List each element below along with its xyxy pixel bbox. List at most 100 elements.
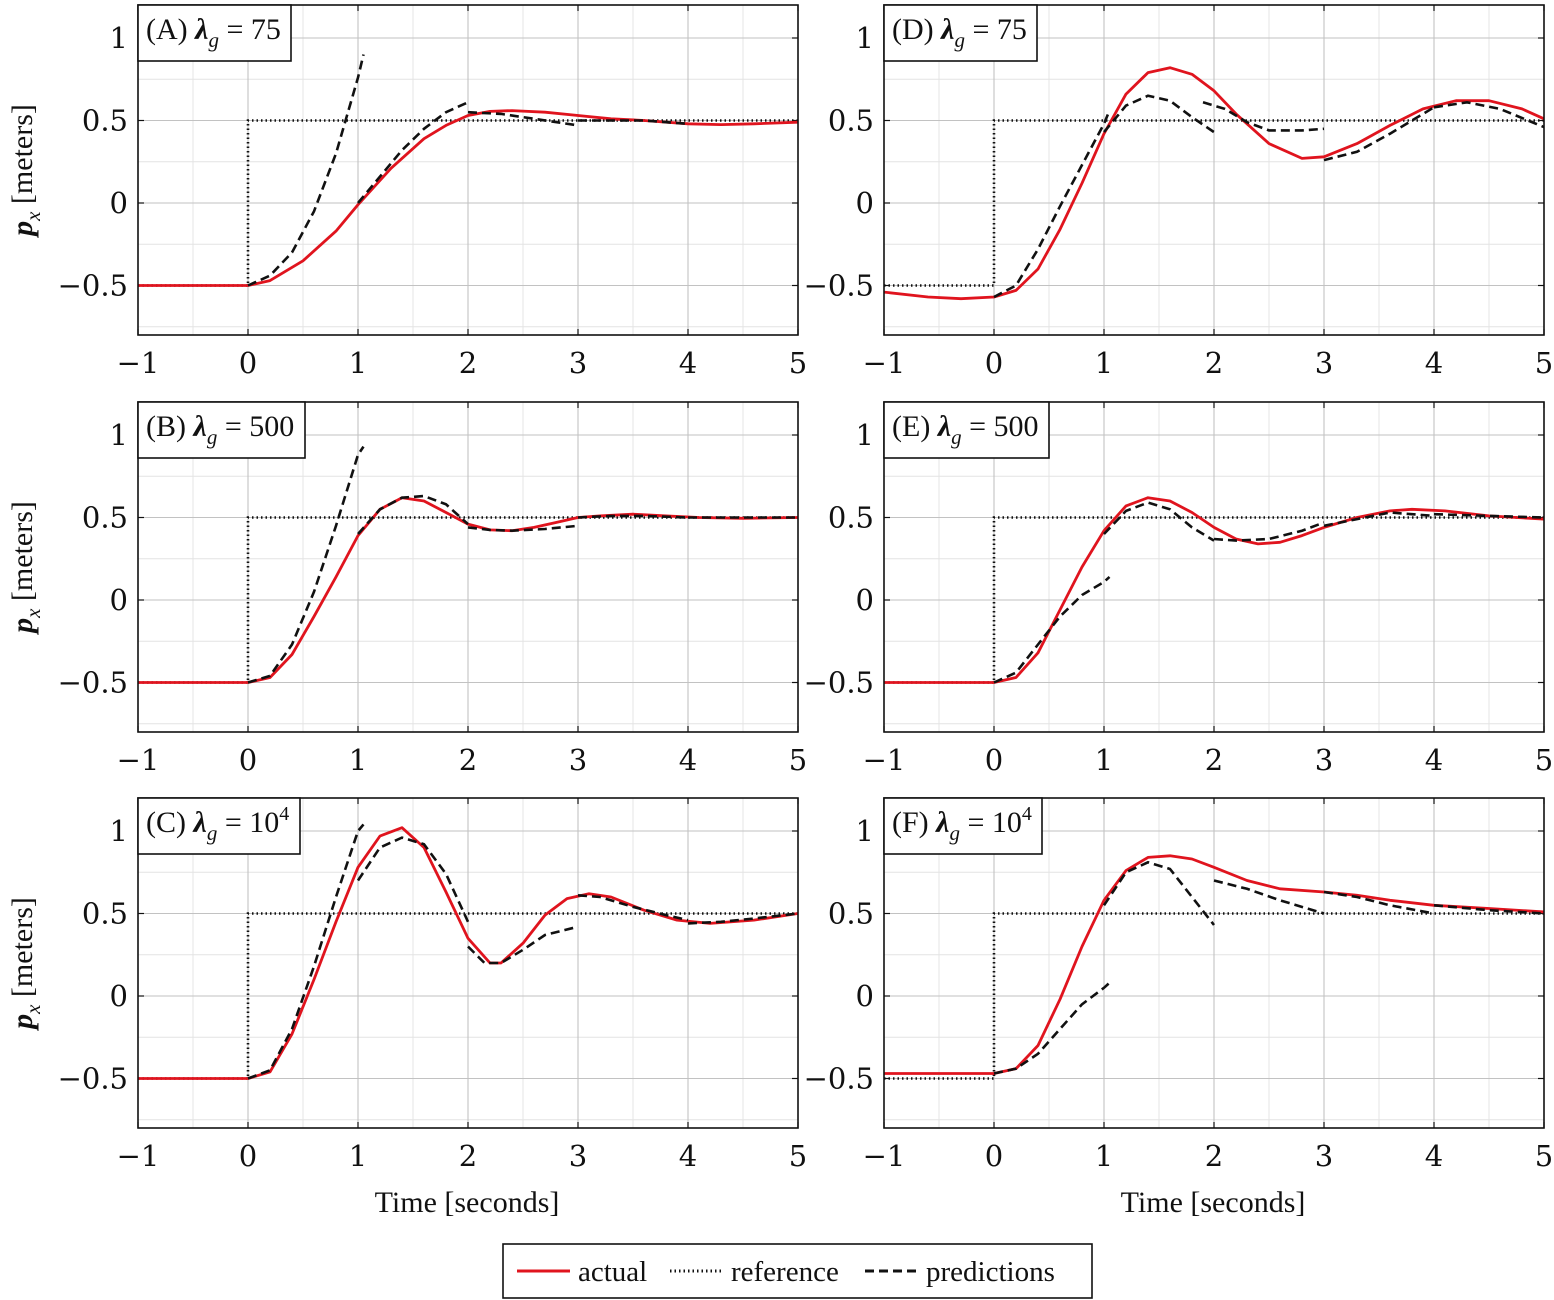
x-tick-label: −1 [117,1139,160,1173]
panel-label: (D) λg = 75 [883,4,1038,62]
x-tick-label: 5 [1535,346,1553,380]
y-tick-label: 0.5 [828,501,874,535]
y-axis-label: px [meters] [6,897,45,1032]
prediction-line-5 [1433,100,1544,129]
legend-predictions-label: predictions [926,1256,1055,1288]
y-tick-label: 0 [110,583,128,617]
x-tick-label: 0 [985,1139,1003,1173]
lambda-symbol: λ [934,806,949,839]
prediction-line-3 [1213,521,1325,542]
x-tick-label: 3 [1315,1139,1333,1173]
plot-frame [883,4,1545,336]
y-axis-label: px [meters] [6,104,45,239]
y-tick-label: 0.5 [828,897,874,931]
lambda-symbol: λ [936,410,951,443]
legend: actual reference predictions [502,1243,1093,1299]
panel-label-text: (F) λg = 104 [892,803,1032,845]
prediction-line-4 [1323,511,1435,528]
x-tick-label: 2 [1205,346,1223,380]
legend-reference-label: reference [731,1256,839,1288]
prediction-line-2 [357,101,469,204]
y-tick-label: 0 [110,979,128,1013]
y-axis-label-main: p [6,1014,39,1032]
x-tick-label: −1 [863,743,906,777]
prediction-line-2 [356,836,470,923]
y-axis-label-unit: [meters] [6,897,39,1004]
panel-label: (F) λg = 104 [883,797,1043,855]
prediction-line-4 [578,119,689,126]
prediction-line-5 [1433,904,1544,915]
panel-label-prefix: (C) [146,806,194,839]
lambda-exponent: 4 [279,803,289,825]
lambda-exponent: 4 [1022,803,1032,825]
x-tick-label: 5 [1535,1139,1553,1173]
x-tick-label: 1 [1095,743,1113,777]
lambda-symbol: λ [939,13,954,46]
reference-line [884,912,1544,1080]
x-tick-label: −1 [117,743,160,777]
lambda-value: = 500 [217,410,294,443]
y-axis-label-sub: x [21,211,45,222]
prediction-line-1 [247,823,365,1080]
panel-b: −1 0 1 2 3 4 5 −0.5 0 0.5 1 (B) λg = 500 px [meters] [6,401,807,777]
panel-e: −1 0 1 2 3 4 5 −0.5 0 0.5 1 (E) λg = 500 [804,401,1553,777]
y-tick-label: 1 [856,21,874,55]
prediction-line-4 [1323,890,1435,915]
lambda-symbol: λ [192,806,207,839]
lambda-value: = 75 [965,13,1027,46]
plot-area [884,66,1544,301]
prediction-line-4 [577,894,689,922]
panel-label-text: (D) λg = 75 [892,13,1027,52]
prediction-line-3 [467,524,579,533]
x-axis-label-left: Time [seconds] [375,1186,560,1219]
x-tick-label: 5 [789,346,807,380]
prediction-line-1 [247,54,365,287]
x-tick-label: 4 [679,743,697,777]
y-tick-label: 0 [856,979,874,1013]
y-axis-label-unit: [meters] [6,104,39,211]
y-axis-label-main: p [6,221,39,239]
prediction-line-1 [247,445,365,684]
lambda-subscript: g [207,425,218,449]
x-tick-label: 5 [789,1139,807,1173]
reference-line [884,119,1544,287]
lambda-value: = 10 [217,806,279,839]
plot-area [138,445,798,684]
y-tick-label: 0 [856,583,874,617]
x-tick-label: 0 [985,743,1003,777]
prediction-line-3 [1202,101,1325,132]
y-tick-label: −0.5 [58,1062,128,1096]
panel-label-text: (E) λg = 500 [892,410,1039,449]
panel-label: (B) λg = 500 [137,401,306,459]
x-tick-label: 4 [1425,743,1443,777]
panel-a: −1 0 1 2 3 4 5 −0.5 0 0.5 1 (A) λg = 75 px [meters] [6,4,807,380]
x-tick-label: 5 [789,743,807,777]
x-tick-label: 3 [569,346,587,380]
x-tick-label: −1 [863,1139,906,1173]
lambda-subscript: g [208,28,219,52]
y-tick-label: 1 [110,21,128,55]
x-tick-label: 4 [1425,1139,1443,1173]
y-axis-label: px [meters] [6,501,45,636]
x-tick-label: 1 [1095,1139,1113,1173]
lambda-subscript: g [950,821,961,845]
x-tick-label: −1 [117,346,160,380]
panel-label-prefix: (F) [892,806,936,839]
lambda-value: = 10 [960,806,1022,839]
lambda-subscript: g [954,28,965,52]
legend-actual-label: actual [578,1256,647,1288]
y-tick-label: 1 [856,814,874,848]
y-tick-label: −0.5 [804,269,874,303]
y-axis-label-sub: x [21,1004,45,1015]
plot-frame [137,4,799,336]
panel-label: (C) λg = 104 [137,797,301,855]
prediction-line-1 [993,981,1111,1075]
y-axis-label-sub: x [21,608,45,619]
x-tick-label: 5 [1535,743,1553,777]
y-tick-label: −0.5 [804,1062,874,1096]
x-tick-label: 2 [459,1139,477,1173]
plot-area [138,54,798,287]
x-tick-label: 2 [1205,1139,1223,1173]
